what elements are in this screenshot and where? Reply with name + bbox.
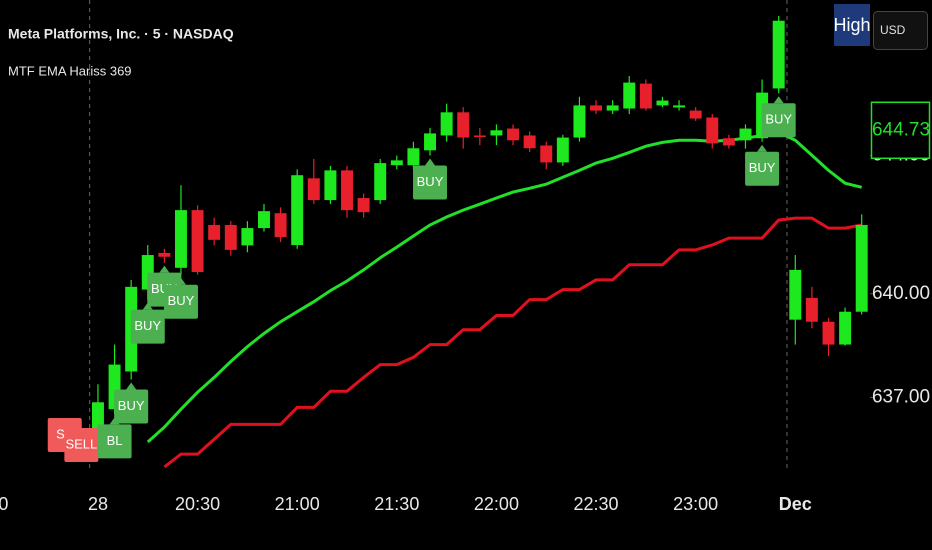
signal-box	[163, 284, 198, 319]
x-tick-label: 28	[88, 494, 108, 514]
candle-body	[606, 105, 619, 111]
candle-body	[673, 105, 686, 108]
signal-label: BL	[97, 417, 132, 459]
candle-body	[490, 130, 503, 136]
currency-button[interactable]	[873, 11, 928, 50]
x-tick-label: 00	[0, 494, 8, 514]
candle-body	[805, 297, 818, 322]
signal-pointer	[126, 382, 137, 390]
x-tick-label: 22:30	[574, 494, 619, 514]
candle-body	[473, 135, 486, 137]
signal-text: BL	[107, 433, 123, 448]
candle-body	[307, 178, 320, 201]
signal-box	[130, 309, 165, 344]
signal-text: SELL	[65, 436, 97, 451]
signal-pointer	[159, 265, 170, 273]
signal-box	[745, 151, 780, 186]
candle-body	[457, 112, 470, 138]
candle-body	[540, 145, 553, 163]
signal-pointer	[757, 144, 768, 152]
candle-body	[507, 128, 520, 141]
signal-box	[64, 428, 99, 462]
x-tick-label: 23:00	[673, 494, 718, 514]
signal-pointer	[175, 277, 186, 285]
candle-body	[772, 20, 785, 89]
signal-text: BUY	[417, 174, 444, 189]
signal-label: SELL	[64, 428, 99, 462]
candle-body	[440, 112, 453, 136]
signal-pointer	[142, 302, 153, 310]
candle-body	[191, 210, 204, 272]
candle-body	[141, 255, 154, 290]
signal-box	[114, 389, 149, 424]
candle-body	[706, 117, 719, 144]
candle-body	[224, 224, 237, 250]
indicator-name: MTF EMA Hariss 369	[8, 63, 132, 78]
price-label-text: 644.73	[872, 119, 930, 140]
signal-label: BUY	[114, 382, 149, 424]
candle-body	[291, 175, 304, 246]
y-tick-label: 640.00	[872, 283, 930, 304]
candle-body	[689, 110, 702, 119]
signal-pointer	[773, 96, 784, 104]
high-button-label[interactable]: High	[833, 15, 870, 35]
signal-box	[413, 165, 448, 200]
candle-body	[839, 311, 852, 345]
signal-box	[97, 424, 132, 459]
candle-body	[855, 224, 868, 312]
candle-body	[656, 100, 669, 106]
signal-box	[761, 103, 796, 138]
signal-text: BUY	[765, 112, 792, 127]
signal-label: BUY	[745, 144, 780, 186]
candle-body	[523, 135, 536, 149]
candle-body	[341, 170, 353, 211]
candle-body	[424, 133, 436, 151]
candle-body	[174, 210, 187, 268]
currency-label[interactable]: USD	[880, 23, 906, 37]
signal-label: BUY	[761, 96, 796, 138]
candle-body	[822, 321, 835, 345]
signal-label: BUY	[163, 277, 198, 319]
signal-pointer	[425, 158, 436, 166]
x-tick-label: 22:00	[474, 494, 519, 514]
candle-body	[324, 170, 337, 201]
candle-body	[241, 228, 254, 246]
candle-body	[590, 105, 603, 111]
candle-body	[158, 252, 171, 257]
signal-text: BUY	[749, 160, 776, 175]
signal-label: BUY	[130, 302, 165, 344]
candle-body	[556, 137, 569, 163]
candle-body	[623, 82, 636, 109]
x-tick-label: 21:00	[275, 494, 320, 514]
candle-body	[390, 160, 403, 166]
candle-body	[639, 83, 652, 109]
signal-text: BUY	[118, 398, 145, 413]
signal-label: BUY	[413, 158, 448, 200]
x-tick-label: 20:30	[175, 494, 220, 514]
high-button[interactable]	[834, 4, 870, 46]
candle-body	[722, 138, 735, 146]
price-label-box	[870, 101, 931, 160]
candle-body	[407, 148, 420, 166]
candle-body	[357, 198, 370, 213]
plot-area: 637.00640.00644.00002820:3021:0021:3022:…	[0, 0, 930, 514]
signal-text: BUY	[168, 293, 195, 308]
candle-body	[739, 128, 752, 141]
ema-line	[163, 216, 862, 469]
candle-body	[258, 211, 270, 229]
symbol-title: Meta Platforms, Inc. · 5 · NASDAQ	[8, 26, 234, 42]
candle-body	[789, 269, 802, 320]
signal-text: BUY	[134, 318, 161, 333]
candle-body	[274, 213, 287, 238]
candle-body	[91, 402, 104, 430]
candle-body	[374, 163, 387, 201]
candle-body	[208, 224, 221, 240]
y-tick-label: 637.00	[872, 386, 930, 407]
candle-body	[108, 364, 121, 410]
x-tick-label: 21:30	[374, 494, 419, 514]
candle-body	[573, 105, 586, 138]
x-tick-label: Dec	[779, 494, 812, 514]
